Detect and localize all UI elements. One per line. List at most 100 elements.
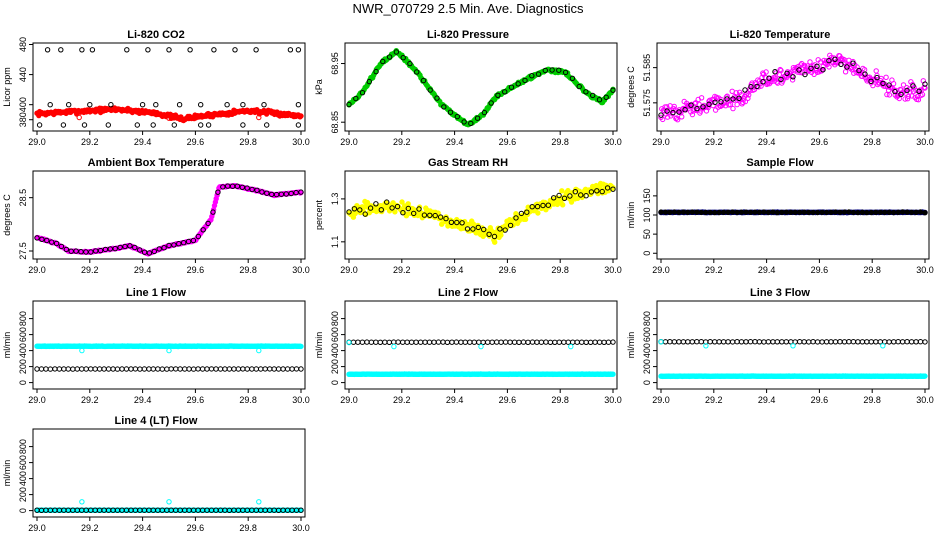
data-point xyxy=(435,339,442,345)
data-point xyxy=(217,366,224,372)
y-tick-label: 50 xyxy=(642,229,652,239)
data-point xyxy=(213,366,219,372)
data-point xyxy=(583,89,589,95)
data-point xyxy=(777,66,783,73)
x-tick-label: 30.0 xyxy=(292,137,310,147)
data-point xyxy=(249,186,255,193)
data-point xyxy=(474,115,481,121)
data-point xyxy=(747,339,754,345)
chart-title: Gas Stream RH xyxy=(427,157,509,169)
x-tick-label: 29.6 xyxy=(499,137,517,147)
data-point xyxy=(394,203,401,210)
data-point xyxy=(837,209,843,215)
data-point xyxy=(431,339,437,345)
y-axis-label: degrees C xyxy=(2,194,12,236)
chart-line2-flow: Line 2 Flow 29.0 29.2 29.4 29.6 29.8 30.0 0 200… xyxy=(312,286,624,416)
data-point xyxy=(705,104,711,111)
data-point xyxy=(762,74,769,81)
data-point xyxy=(232,47,238,53)
data-point xyxy=(789,77,796,83)
data-point xyxy=(386,54,393,60)
data-point xyxy=(244,185,250,191)
data-point xyxy=(511,339,518,345)
data-point xyxy=(92,366,98,372)
data-point xyxy=(377,339,384,345)
data-point xyxy=(110,366,116,372)
data-point xyxy=(579,339,585,345)
data-point xyxy=(346,339,352,346)
data-point xyxy=(670,109,676,116)
x-tick-label: 29.8 xyxy=(239,137,257,147)
data-point xyxy=(760,79,766,85)
data-point xyxy=(738,339,745,345)
data-point xyxy=(556,67,562,73)
data-point xyxy=(459,220,465,226)
data-point xyxy=(850,60,856,66)
data-point xyxy=(153,102,159,108)
data-point xyxy=(754,83,760,90)
data-point xyxy=(475,224,482,231)
data-point xyxy=(535,210,541,216)
data-point xyxy=(874,74,880,81)
data-point xyxy=(52,366,58,372)
chart-title: Line 2 Flow xyxy=(438,287,498,299)
data-point xyxy=(43,366,49,372)
data-point xyxy=(841,339,848,345)
x-tick-label: 30.0 xyxy=(604,265,622,275)
data-point xyxy=(235,366,242,372)
data-point xyxy=(736,95,742,102)
data-point xyxy=(449,339,455,345)
y-tick-label: 51.575 xyxy=(642,89,652,117)
y-tick-label: 68.85 xyxy=(330,111,340,134)
data-point xyxy=(886,92,893,98)
data-point xyxy=(565,339,571,345)
data-point xyxy=(384,199,390,205)
y-axis-label: ml/min xyxy=(2,332,12,359)
data-point xyxy=(686,102,692,109)
data-point xyxy=(234,183,241,189)
data-point xyxy=(205,220,211,227)
data-point xyxy=(756,209,763,215)
data-point xyxy=(393,49,400,55)
data-point xyxy=(567,193,573,199)
data-point xyxy=(271,366,277,372)
data-point xyxy=(166,115,172,121)
data-point xyxy=(159,366,166,372)
data-point xyxy=(443,215,449,222)
data-point xyxy=(814,339,821,345)
data-point xyxy=(742,87,748,93)
data-point xyxy=(823,209,830,216)
x-tick-label: 29.4 xyxy=(758,137,776,147)
data-point xyxy=(386,339,393,345)
y-tick-label: 0 xyxy=(642,380,652,385)
data-point xyxy=(171,122,178,128)
data-point xyxy=(444,339,451,345)
data-point xyxy=(114,366,121,372)
data-point xyxy=(694,209,700,215)
data-point xyxy=(658,112,664,118)
data-point xyxy=(58,47,64,53)
data-point xyxy=(295,102,302,108)
data-point xyxy=(79,47,85,53)
data-point xyxy=(215,189,221,195)
x-tick-label: 29.4 xyxy=(134,523,152,533)
x-tick-label: 29.2 xyxy=(393,265,411,275)
data-point xyxy=(914,93,921,100)
data-point xyxy=(801,62,807,68)
data-point xyxy=(427,87,433,93)
series-line4-black xyxy=(34,507,304,514)
data-point xyxy=(108,102,114,108)
data-point xyxy=(231,366,237,372)
data-point xyxy=(373,339,379,345)
data-point xyxy=(480,339,486,345)
data-point xyxy=(507,222,514,229)
data-point xyxy=(190,237,197,244)
series-co2-cal-high xyxy=(44,47,302,53)
x-tick-label: 29.8 xyxy=(863,395,881,405)
series-line3-cyan-dips xyxy=(658,339,886,349)
data-point xyxy=(886,82,892,88)
data-point xyxy=(253,47,259,53)
data-point xyxy=(730,105,736,112)
data-point xyxy=(244,366,251,372)
